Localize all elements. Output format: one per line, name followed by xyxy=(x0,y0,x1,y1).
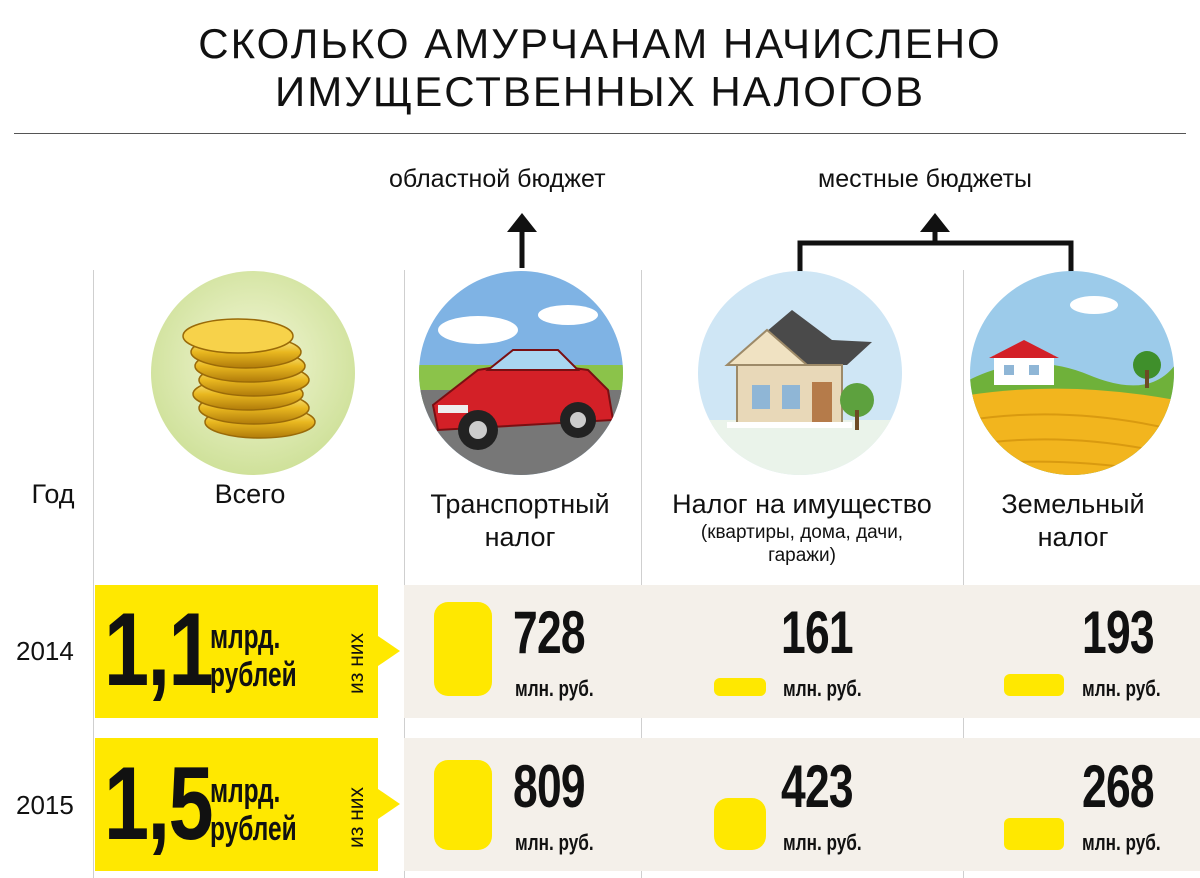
transport-value-2014: 728 xyxy=(513,599,586,666)
total-unit-2014: млрд. рублей xyxy=(210,618,297,694)
of-which-label-2014: из них xyxy=(345,632,368,694)
transport-unit-2014: млн. руб. xyxy=(515,676,594,701)
header-property-title: Налог на имущество xyxy=(672,489,932,519)
header-land: Земельный налог xyxy=(964,488,1182,554)
header-property: Налог на имущество (квартиры, дома, дачи… xyxy=(642,488,962,567)
land-icon xyxy=(970,271,1174,475)
regional-budget-label: областной бюджет xyxy=(389,165,606,193)
total-unit-line-2: рублей xyxy=(210,656,297,694)
total-value-2015: 1,5 xyxy=(104,746,214,862)
column-divider xyxy=(404,270,405,878)
pointer-arrow-icon xyxy=(378,636,400,666)
total-unit-line-2: рублей xyxy=(210,810,297,848)
transport-value-2015: 809 xyxy=(513,753,586,820)
header-property-sub-line-2: гаражи) xyxy=(768,545,836,566)
property-bar-2015 xyxy=(714,798,766,850)
budget-arrows xyxy=(507,213,1074,272)
car-icon xyxy=(419,271,623,475)
local-budget-label: местные бюджеты xyxy=(818,165,1032,193)
property-bar-2014 xyxy=(714,678,766,696)
property-value-2014: 161 xyxy=(781,599,854,666)
land-value-2014: 193 xyxy=(1082,599,1155,666)
transport-bar-2015 xyxy=(434,760,492,850)
total-value-2014: 1,1 xyxy=(104,592,214,708)
total-unit-line-1: млрд. xyxy=(210,618,281,656)
total-box-2015 xyxy=(95,738,378,871)
year-2014: 2014 xyxy=(16,636,74,666)
header-land-line-1: Земельный xyxy=(1001,489,1145,519)
total-unit-2015: млрд. рублей xyxy=(210,772,297,848)
local-arrow-icon xyxy=(797,213,1074,272)
header-property-sub-line-1: (квартиры, дома, дачи, xyxy=(700,522,904,543)
header-year: Год xyxy=(31,479,75,509)
house-icon xyxy=(698,271,902,475)
row-background-2015 xyxy=(404,738,1200,871)
of-which-label-2015: из них xyxy=(345,786,368,848)
transport-unit-2015: млн. руб. xyxy=(515,830,594,855)
title-divider xyxy=(14,133,1186,134)
total-unit-line-1: млрд. xyxy=(210,772,281,810)
transport-bar-2014 xyxy=(434,602,492,696)
land-bar-2015 xyxy=(1004,818,1064,850)
land-bar-2014 xyxy=(1004,674,1064,696)
header-transport-line-1: Транспортный xyxy=(430,489,610,519)
total-box-2014 xyxy=(95,585,378,718)
header-total: Всего xyxy=(214,479,286,509)
land-value-2015: 268 xyxy=(1082,753,1155,820)
coins-icon xyxy=(151,271,355,475)
column-divider xyxy=(641,270,642,878)
column-divider xyxy=(963,270,964,878)
title-line-2: ИМУЩЕСТВЕННЫХ НАЛОГОВ xyxy=(275,68,925,115)
regional-arrow-icon xyxy=(507,213,537,268)
property-unit-2015: млн. руб. xyxy=(783,830,862,855)
property-value-2015: 423 xyxy=(781,753,854,820)
pointer-arrow-icon xyxy=(378,789,400,819)
land-unit-2015: млн. руб. xyxy=(1082,830,1161,855)
header-transport: Транспортный налог xyxy=(405,488,635,554)
property-unit-2014: млн. руб. xyxy=(783,676,862,701)
column-divider xyxy=(93,270,94,878)
header-transport-line-2: налог xyxy=(484,522,556,552)
year-2015: 2015 xyxy=(16,790,74,820)
row-background-2014 xyxy=(404,585,1200,718)
page-title: СКОЛЬКО АМУРЧАНАМ НАЧИСЛЕНО ИМУЩЕСТВЕННЫ… xyxy=(0,20,1200,116)
header-land-line-2: налог xyxy=(1037,522,1109,552)
title-line-1: СКОЛЬКО АМУРЧАНАМ НАЧИСЛЕНО xyxy=(198,20,1002,67)
land-unit-2014: млн. руб. xyxy=(1082,676,1161,701)
